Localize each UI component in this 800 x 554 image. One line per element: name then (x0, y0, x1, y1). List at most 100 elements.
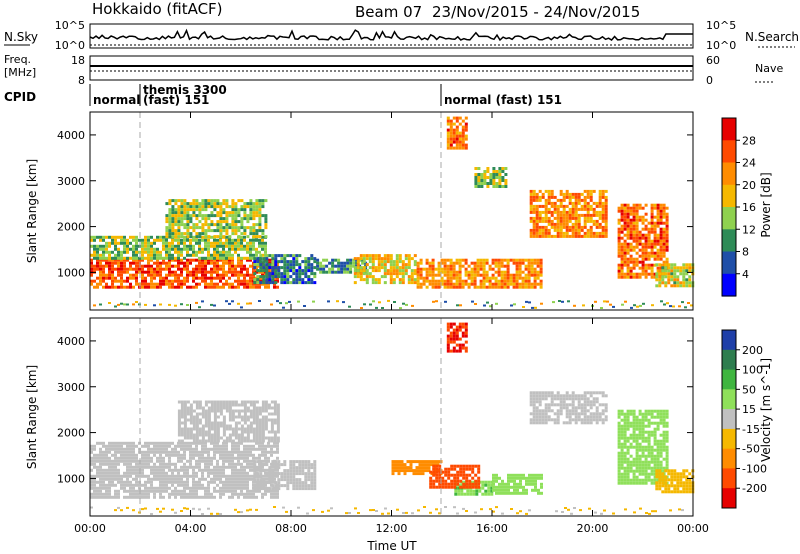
power-region-9 (529, 189, 608, 238)
power-ytick-label-0: 1000 (57, 266, 85, 279)
power-cbar-tick-label-2: 20 (742, 179, 756, 192)
velocity-y-ticks: 1000 2000 3000 4000 (57, 335, 693, 485)
power-ytick-label-1: 2000 (57, 221, 85, 234)
cpid-entry-0: normal (93, 93, 140, 107)
velocity-region-5 (429, 464, 481, 489)
velocity-xtick-label-6: 00:00 (677, 522, 709, 535)
velocity-ytick-label-3: 4000 (57, 335, 85, 348)
power-region-8 (474, 167, 508, 188)
freq-label-1: Freq. (4, 53, 31, 66)
freq-panel: Freq. [MHz] 18 8 60 0 Nave (4, 53, 783, 87)
noise-tick-left-top: 10^5 (55, 19, 85, 32)
velocity-ytick-label-2: 3000 (57, 381, 85, 394)
cpid-panel: CPID normal themis 3300 (fast) 151 norma… (4, 83, 562, 107)
noise-sky-line (89, 28, 693, 42)
velocity-cbar-tick-label-7: -200 (742, 482, 767, 495)
velocity-region-6 (446, 322, 468, 353)
velocity-cbar-swatch-5 (722, 428, 736, 450)
power-cbar-swatch-4 (722, 207, 736, 230)
velocity-cbar-tick-label-5: -50 (742, 443, 760, 456)
noise-right-label: N.Search (745, 30, 799, 44)
power-ytick-label-2: 3000 (57, 175, 85, 188)
velocity-region-0 (90, 441, 279, 499)
velocity-xtick-label-2: 08:00 (275, 522, 307, 535)
power-x-ticks (89, 112, 694, 310)
power-cbar-swatch-6 (722, 251, 736, 275)
velocity-cbar-tick-label-6: -100 (742, 462, 767, 475)
noise-tick-left-bottom: 10^0 (55, 39, 85, 52)
power-region-5 (353, 254, 417, 285)
x-axis-label: Time UT (366, 539, 417, 553)
cpid-entry-1: (fast) 151 (143, 93, 209, 107)
power-region-7 (446, 116, 468, 150)
nave-label: Nave (755, 62, 783, 75)
velocity-x-ticks: 00:00 04:00 08:00 12:00 16:00 20:00 00:00 (74, 318, 709, 535)
velocity-cbar-tick-label-0: 200 (742, 344, 763, 357)
noise-left-label: N.Sky (4, 30, 38, 44)
velocity-cbar-tick-label-2: 50 (742, 383, 756, 396)
velocity-xtick-label-4: 16:00 (476, 522, 508, 535)
cpid-entry-2: normal (fast) 151 (444, 93, 562, 107)
power-ground-scatter (93, 299, 693, 310)
velocity-cbar-swatch-2 (722, 369, 736, 390)
power-cbar-swatch-7 (722, 273, 736, 297)
date-range: 23/Nov/2015 - 24/Nov/2015 (432, 3, 640, 21)
velocity-colorbar: 200 100 50 15 -15 -50 -100 -200 (721, 329, 767, 509)
velocity-panel: 1000 2000 3000 4000 00:00 04:00 08:00 12:00 16:… (25, 317, 709, 553)
velocity-cbar-frame (721, 329, 737, 509)
power-region-3 (253, 254, 317, 285)
velocity-cbar-swatch-8 (722, 488, 736, 509)
freq-label-2: [MHz] (4, 66, 36, 79)
power-cbar-tick-label-5: 8 (742, 246, 749, 259)
noise-tick-right-bottom: 10^0 (706, 39, 736, 52)
cpid-entry-1-top: themis 3300 (143, 83, 227, 97)
velocity-region-2 (253, 460, 317, 491)
power-y-ticks: 1000 2000 3000 4000 (57, 129, 693, 279)
power-cbar-swatch-1 (722, 140, 736, 164)
velocity-region-9 (617, 409, 669, 485)
power-ylabel: Slant Range [km] (25, 159, 39, 263)
velocity-cbar-swatch-7 (722, 468, 736, 489)
velocity-ytick-label-0: 1000 (57, 472, 85, 485)
freq-tick-left-bottom: 8 (78, 74, 85, 87)
velocity-cbar-swatch-4 (722, 409, 736, 430)
velocity-cbar-swatch-3 (722, 389, 736, 410)
power-marks (90, 116, 695, 289)
power-cbar-swatch-0 (722, 118, 736, 141)
power-cbar-tick-label-1: 24 (742, 157, 756, 170)
power-colorbar-label: Power [dB] (759, 172, 773, 237)
velocity-region-8 (529, 391, 608, 425)
velocity-cbar-tick-label-3: 15 (742, 403, 756, 416)
freq-tick-right-bottom: 0 (706, 74, 713, 87)
power-cbar-tick-label-0: 28 (742, 134, 756, 147)
power-cbar-tick-label-4: 12 (742, 223, 756, 236)
velocity-xtick-label-5: 20:00 (577, 522, 609, 535)
velocity-ylabel: Slant Range [km] (25, 365, 39, 469)
freq-tick-left-top: 18 (71, 54, 85, 67)
station-title: Hokkaido (fitACF) (92, 0, 223, 18)
velocity-ytick-label-1: 2000 (57, 427, 85, 440)
velocity-cbar-swatch-6 (722, 448, 736, 469)
power-cbar-swatch-3 (722, 184, 736, 208)
power-cbar-tick-label-3: 16 (742, 201, 756, 214)
power-colorbar: 28 24 20 16 12 8 4 (721, 117, 756, 297)
power-region-10 (617, 203, 669, 279)
velocity-cbar-swatch-1 (722, 349, 736, 371)
velocity-colorbar-label: Velocity [m s^-1] (759, 358, 773, 462)
velocity-cbar-swatch-0 (722, 330, 736, 351)
power-region-11 (655, 263, 695, 288)
velocity-ground-scatter (90, 506, 684, 515)
noise-panel: N.Sky 10^5 10^0 10^5 10^0 N.Search (4, 19, 799, 52)
velocity-marks (90, 322, 695, 499)
velocity-xtick-label-0: 00:00 (74, 522, 106, 535)
velocity-cbar-tick-label-1: 100 (742, 364, 763, 377)
power-panel: 1000 2000 3000 4000 Slant Range [km] (25, 111, 695, 311)
power-region-0 (90, 258, 279, 289)
noise-tick-right-top: 10^5 (706, 19, 736, 32)
freq-tick-right-top: 60 (706, 54, 720, 67)
power-cbar-swatch-2 (722, 162, 736, 186)
velocity-xtick-label-1: 04:00 (175, 522, 207, 535)
velocity-region-7 (492, 473, 543, 495)
beam-label: Beam 07 (355, 3, 422, 21)
